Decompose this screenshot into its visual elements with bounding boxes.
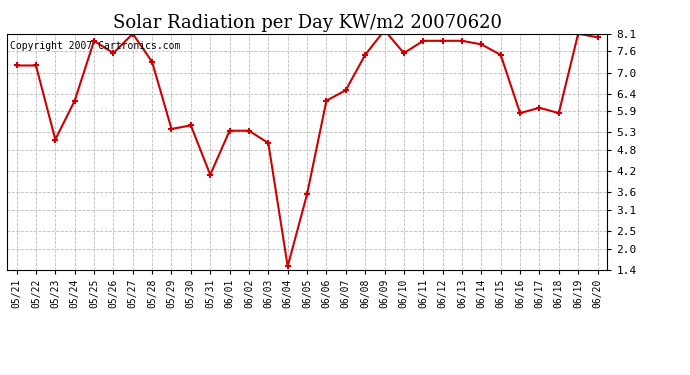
- Text: Copyright 2007 Cartronics.com: Copyright 2007 Cartronics.com: [10, 41, 180, 51]
- Title: Solar Radiation per Day KW/m2 20070620: Solar Radiation per Day KW/m2 20070620: [112, 14, 502, 32]
